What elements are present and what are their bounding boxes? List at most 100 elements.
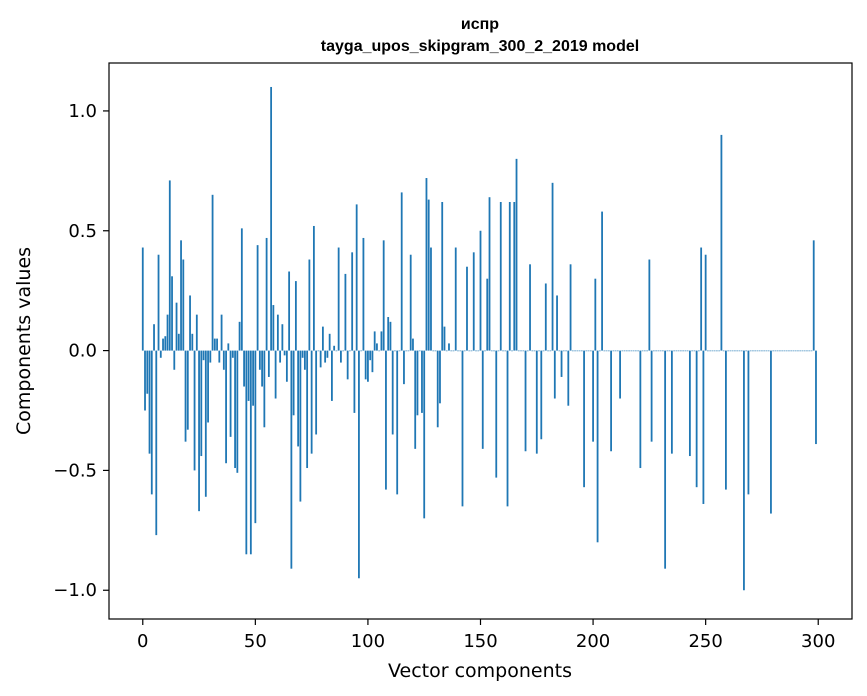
bar-281	[774, 350, 777, 352]
y-axis-ticks: −1.0 −0.5 0.0 0.5 1.0	[53, 101, 109, 601]
bar-59	[274, 350, 277, 399]
bar-171	[526, 350, 529, 352]
bar-203	[598, 350, 601, 352]
bar-241	[684, 350, 687, 352]
bar-158	[497, 350, 500, 352]
bar-91	[346, 350, 349, 380]
bar-230	[659, 350, 662, 352]
bar-157	[495, 350, 498, 478]
bar-89	[342, 350, 345, 352]
x-tick-label: 100	[351, 631, 385, 652]
bar-55	[265, 237, 268, 351]
bar-267	[743, 350, 745, 591]
bar-183	[553, 350, 556, 399]
x-tick-label: 300	[801, 631, 835, 652]
bar-125	[423, 350, 426, 519]
bar-26	[200, 350, 203, 457]
bar-104	[376, 343, 378, 351]
bar-161	[504, 350, 507, 352]
bar-76	[312, 225, 315, 351]
bar-213	[621, 350, 624, 352]
bar-107	[382, 240, 385, 351]
bar-193	[576, 350, 579, 352]
bar-17	[180, 240, 182, 351]
bar-167	[517, 350, 520, 352]
bar-103	[373, 331, 376, 351]
bar-175	[535, 350, 538, 454]
bar-1	[144, 350, 146, 411]
bar-272	[754, 350, 757, 352]
bar-295	[806, 350, 808, 352]
bar-75	[310, 350, 313, 454]
bar-179	[544, 283, 547, 351]
bar-271	[752, 350, 754, 352]
bar-299	[815, 350, 817, 445]
bar-173	[531, 350, 534, 352]
bar-121	[414, 350, 417, 449]
bar-61	[279, 350, 282, 363]
bar-279	[770, 350, 772, 514]
bar-228	[655, 350, 658, 352]
bar-133	[441, 202, 444, 351]
bar-44	[240, 228, 243, 351]
bar-199	[589, 350, 592, 352]
bar-57	[270, 86, 273, 351]
bar-225	[648, 259, 651, 351]
bar-224	[646, 350, 649, 352]
bar-288	[790, 350, 793, 352]
bar-19	[184, 350, 187, 442]
bar-123	[418, 350, 421, 352]
bar-110	[389, 321, 392, 351]
bar-42	[236, 350, 239, 473]
bar-195	[580, 350, 583, 352]
bar-246	[695, 350, 698, 488]
bar-40	[231, 350, 234, 358]
bar-12	[168, 180, 171, 351]
bar-268	[745, 350, 748, 352]
y-tick-label: 0.5	[68, 221, 97, 242]
bar-285	[783, 350, 786, 352]
bar-54	[263, 350, 266, 428]
bar-190	[569, 264, 572, 351]
bar-256	[718, 350, 721, 352]
bar-64	[285, 350, 288, 382]
bar-249	[702, 350, 705, 504]
bar-58	[272, 305, 275, 351]
bar-153	[486, 278, 489, 351]
bar-293	[801, 350, 804, 352]
bar-294	[803, 350, 806, 352]
bar-117	[405, 350, 408, 352]
bar-128	[430, 247, 432, 351]
bar-296	[808, 350, 811, 352]
bar-24	[195, 314, 198, 351]
bar-297	[810, 350, 813, 352]
bar-260	[727, 350, 730, 352]
bar-10	[164, 336, 167, 351]
bar-129	[432, 350, 435, 352]
bar-93	[351, 252, 354, 351]
y-tick-label: 1.0	[68, 101, 97, 122]
bar-4	[150, 350, 153, 495]
bar-289	[792, 350, 795, 352]
bar-21	[189, 295, 191, 351]
bar-7	[157, 254, 160, 351]
bar-32	[213, 338, 216, 351]
bar-49	[252, 350, 254, 406]
bar-244	[691, 350, 694, 352]
bar-141	[459, 350, 462, 352]
bar-109	[387, 317, 390, 351]
bar-189	[567, 350, 570, 406]
bar-119	[409, 254, 412, 351]
bar-215	[625, 350, 628, 352]
bar-29	[207, 350, 209, 423]
bar-48	[249, 350, 252, 555]
bar-116	[403, 350, 405, 385]
bar-9	[162, 338, 164, 351]
bar-series	[141, 86, 817, 591]
y-axis-label: Components values	[13, 247, 35, 435]
bar-277	[765, 350, 768, 352]
bar-209	[612, 350, 615, 352]
bar-51	[256, 245, 259, 351]
bar-284	[781, 350, 784, 352]
y-tick-label: 0.0	[68, 341, 97, 362]
